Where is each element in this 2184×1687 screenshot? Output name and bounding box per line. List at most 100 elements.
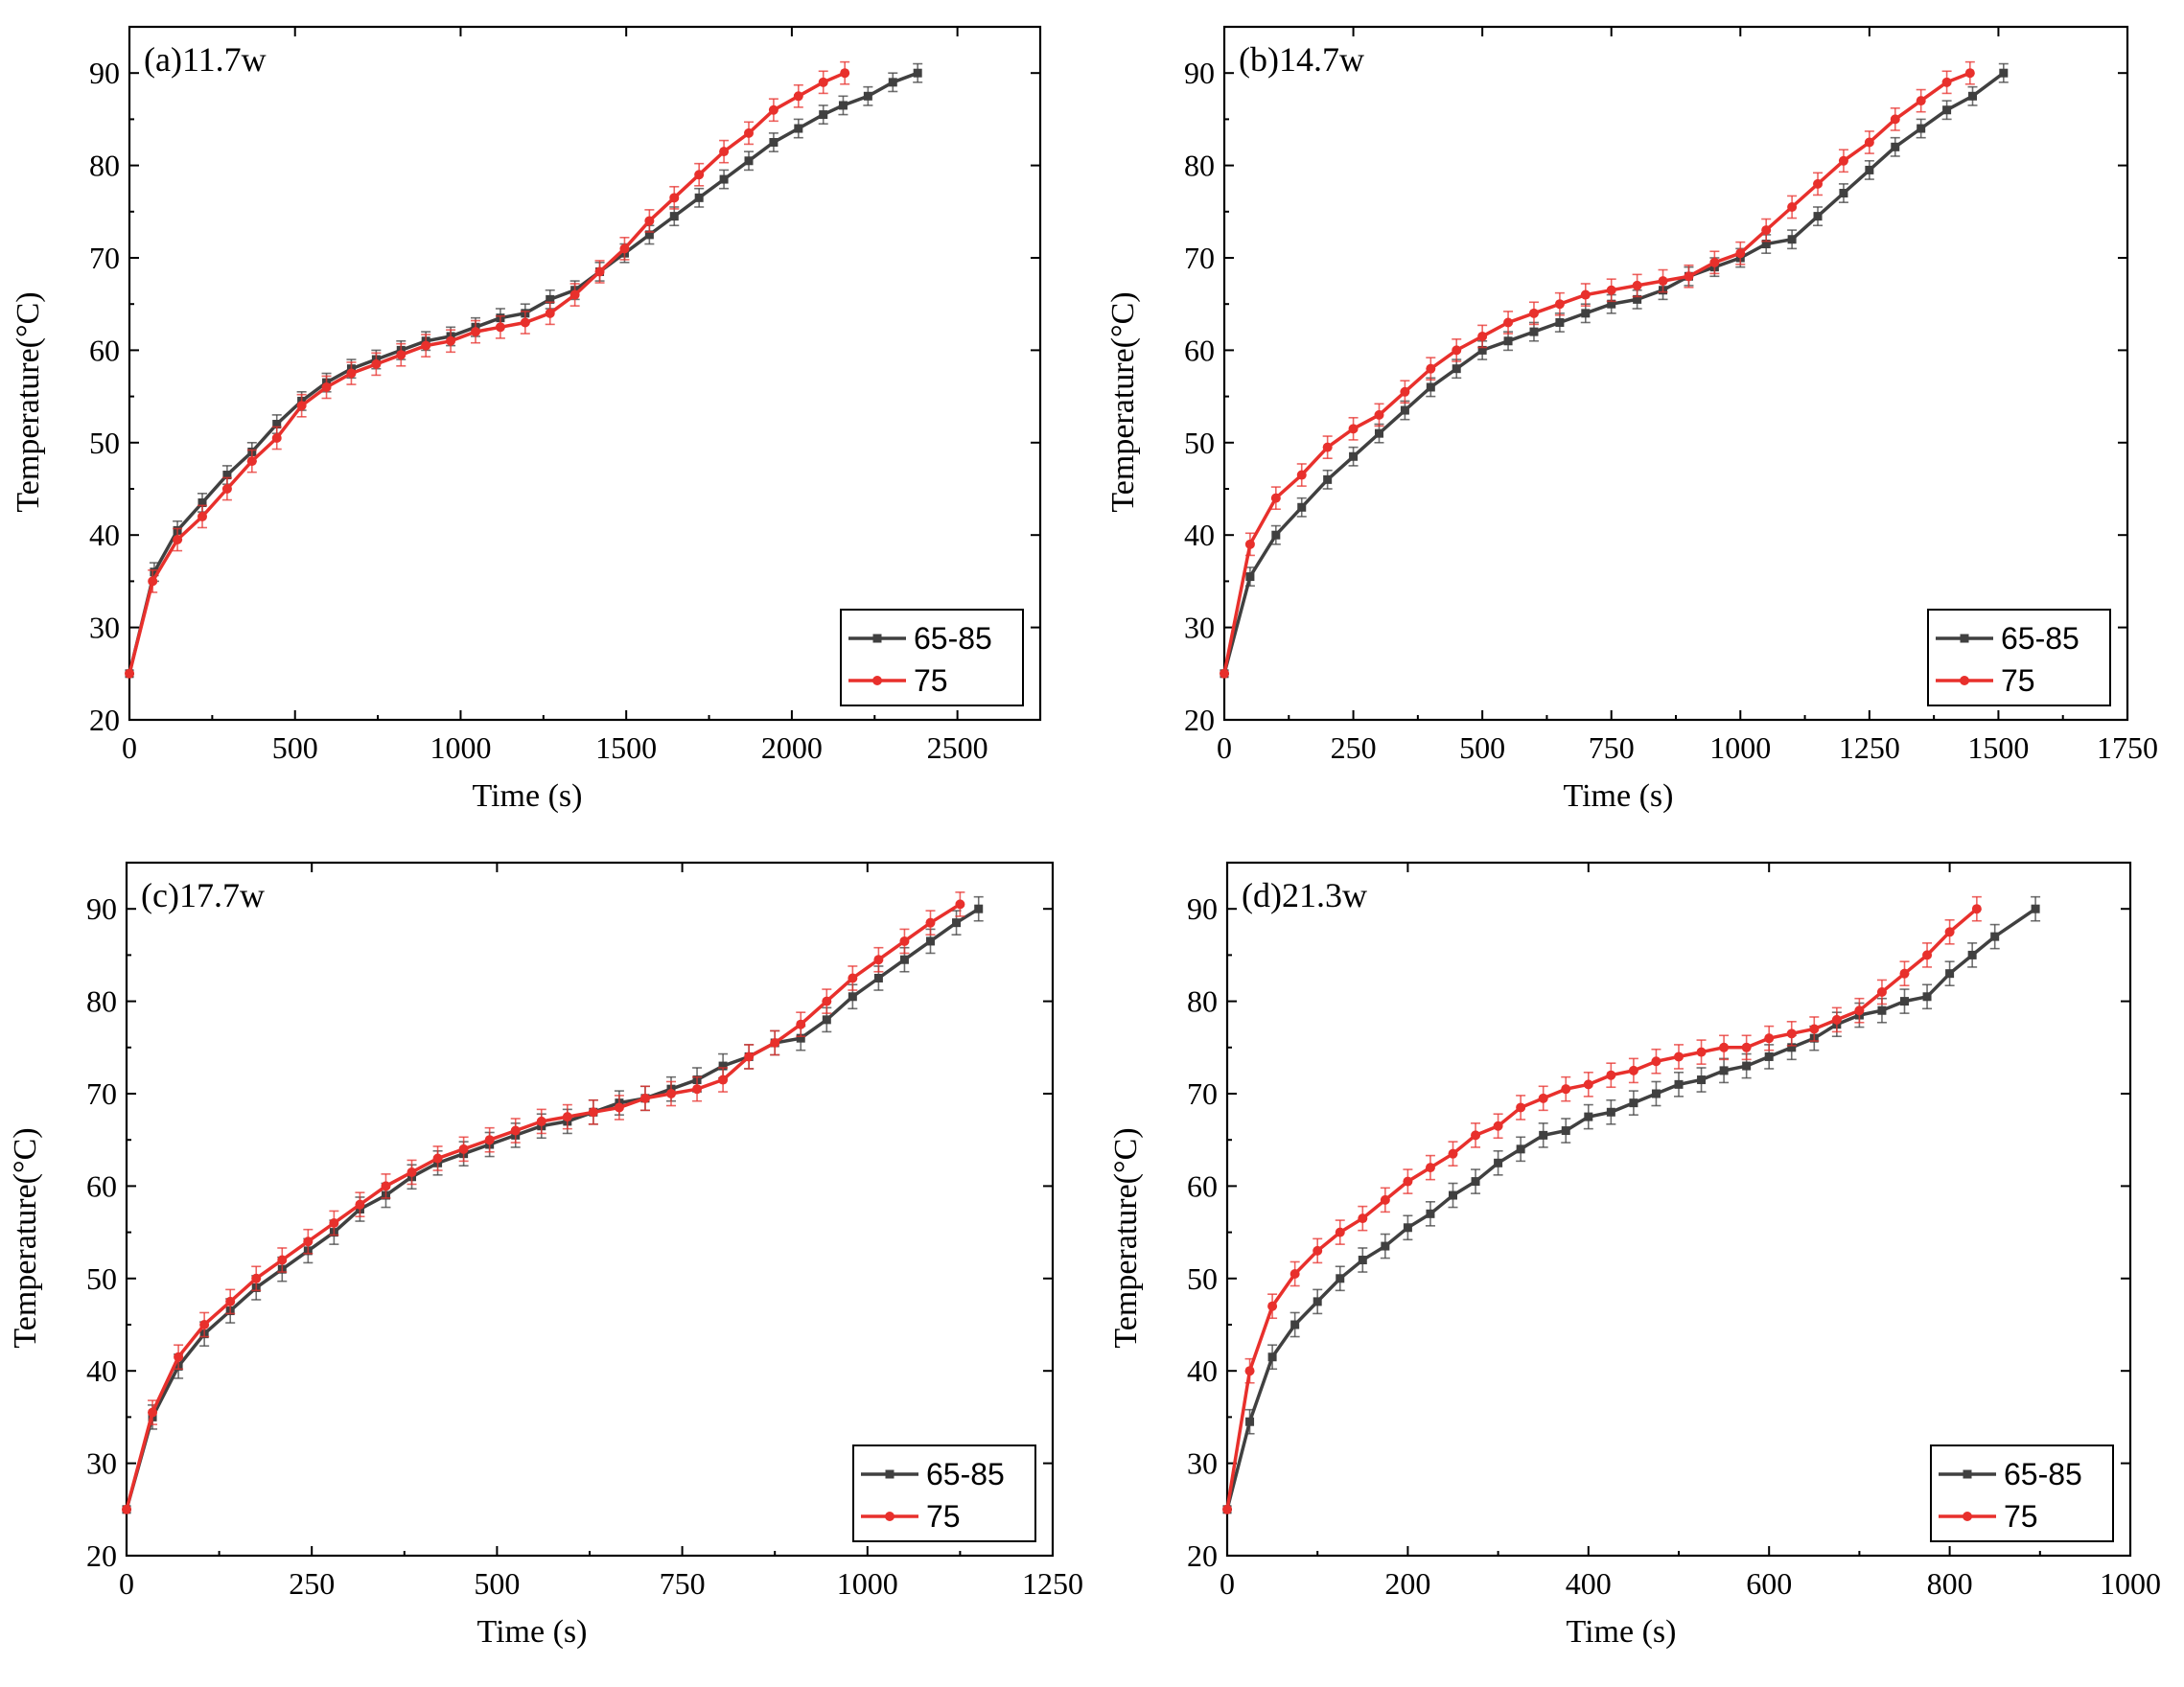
data-point <box>432 1153 443 1164</box>
data-point <box>271 432 282 443</box>
panel-title: (d)21.3w <box>1242 876 1367 914</box>
legend-label: 65-85 <box>914 621 992 656</box>
x-tick-label: 0 <box>1217 730 1232 765</box>
panel-title: (a)11.7w <box>144 40 267 79</box>
data-point <box>1555 317 1565 327</box>
legend: 65-85 75 <box>1930 1444 2114 1542</box>
data-point <box>1584 1112 1593 1121</box>
data-point <box>1742 1061 1752 1071</box>
data-point <box>1813 178 1824 189</box>
y-tick-label: 90 <box>1184 56 1215 90</box>
data-point <box>1244 539 1255 549</box>
data-point <box>1400 386 1410 397</box>
data-point <box>1941 77 1952 87</box>
data-point <box>1735 248 1746 259</box>
y-tick-label: 70 <box>1187 1076 1218 1111</box>
y-tick-label: 70 <box>86 1076 117 1111</box>
data-point <box>840 68 850 79</box>
data-point <box>1528 308 1539 318</box>
legend-label: 65-85 <box>2004 1457 2082 1491</box>
data-point <box>1674 1079 1684 1089</box>
x-tick-label: 500 <box>272 730 318 765</box>
y-tick-label: 50 <box>1187 1261 1218 1296</box>
x-tick-label: 200 <box>1384 1566 1430 1601</box>
data-point <box>221 484 232 494</box>
data-point <box>694 193 704 202</box>
data-point <box>1358 1256 1367 1265</box>
data-point <box>1494 1158 1503 1167</box>
data-point <box>1426 1209 1435 1218</box>
data-point <box>1452 345 1462 356</box>
plot-frame <box>128 25 1042 722</box>
legend-label: 75 <box>926 1499 961 1534</box>
data-point <box>1426 382 1435 392</box>
data-point <box>329 1217 339 1228</box>
legend-label: 75 <box>2001 663 2035 698</box>
x-tick-label: 1000 <box>837 1566 898 1601</box>
data-point <box>1709 257 1720 267</box>
chart-panel-1: 0 500 1000 1500 2000 2500 20 30 40 50 60 70 80 90 Time… <box>11 25 1042 814</box>
y-axis-title: Temperature(°C) <box>1108 1127 1144 1348</box>
data-point <box>1999 68 2009 78</box>
x-tick-label: 1000 <box>1709 730 1771 765</box>
data-point <box>1831 1014 1842 1025</box>
legend-marker <box>885 1512 895 1521</box>
data-point <box>1580 289 1591 300</box>
y-tick-label: 80 <box>1187 984 1218 1019</box>
data-point <box>562 1112 572 1122</box>
data-point <box>1876 986 1887 997</box>
data-point <box>974 904 984 913</box>
data-point <box>1658 276 1668 287</box>
data-point <box>1633 294 1642 304</box>
data-point <box>1786 1028 1797 1039</box>
data-point <box>1289 1268 1300 1279</box>
data-point <box>719 174 729 184</box>
data-point <box>1942 105 1952 115</box>
y-tick-label: 70 <box>1184 241 1215 275</box>
legend-box <box>852 1444 1036 1542</box>
data-point <box>251 1273 262 1283</box>
data-point <box>694 170 705 180</box>
data-point <box>1583 1079 1593 1090</box>
data-point <box>1538 1093 1548 1103</box>
data-point <box>197 511 207 521</box>
data-point <box>1990 932 2000 941</box>
data-point <box>666 1089 677 1098</box>
data-point <box>1741 1042 1752 1052</box>
data-point <box>1348 424 1359 434</box>
y-tick-label: 80 <box>1184 149 1215 183</box>
data-point <box>899 936 910 946</box>
x-axis-title: Time (s) <box>473 778 583 814</box>
data-point <box>1629 1098 1638 1108</box>
data-point <box>1606 1070 1616 1080</box>
data-point <box>925 917 936 928</box>
data-point <box>199 1320 210 1329</box>
y-tick-label: 60 <box>89 333 120 367</box>
data-point <box>1628 1065 1638 1075</box>
data-point <box>381 1181 391 1191</box>
series-line <box>128 71 846 675</box>
y-tick-label: 30 <box>89 611 120 645</box>
data-point <box>222 471 232 480</box>
data-point <box>614 1102 624 1113</box>
data-point <box>1290 1320 1300 1329</box>
legend-box <box>1930 1444 2114 1542</box>
data-point <box>1471 1177 1480 1187</box>
data-point <box>1607 299 1616 309</box>
data-point <box>669 193 680 203</box>
data-point <box>1471 1130 1481 1141</box>
data-point <box>148 576 158 587</box>
data-point <box>1322 442 1333 452</box>
series-line <box>1225 907 1979 1511</box>
legend-marker <box>885 1469 895 1479</box>
data-point <box>1452 364 1461 374</box>
data-point <box>495 322 505 333</box>
series-65-85 <box>1220 62 2009 679</box>
y-tick-label: 40 <box>1184 518 1215 552</box>
data-point <box>1313 1245 1323 1256</box>
data-point <box>1967 950 1977 959</box>
data-point <box>321 381 332 392</box>
x-tick-label: 1500 <box>595 730 657 765</box>
data-point <box>1296 470 1307 480</box>
data-point <box>1425 1163 1435 1173</box>
